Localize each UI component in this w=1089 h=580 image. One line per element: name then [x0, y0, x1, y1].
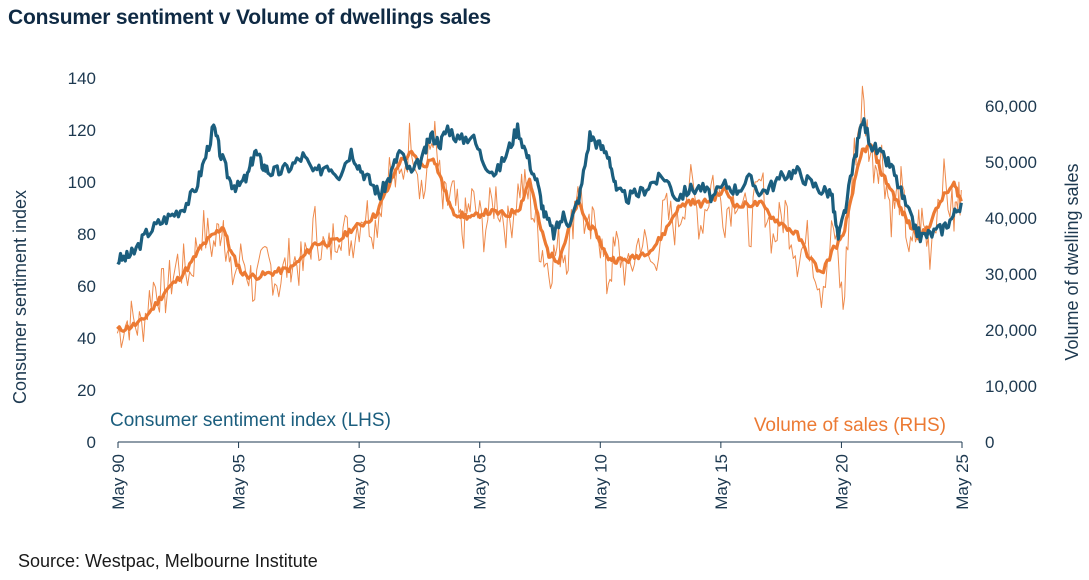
- right-tick-label: 30,000: [985, 265, 1037, 284]
- x-axis-ticks: May 90 May 95 May 00 May 05 May 10 May 15 May …: [109, 442, 972, 510]
- left-axis-title: Consumer sentiment index: [10, 190, 30, 404]
- right-tick-label: 0: [985, 433, 994, 452]
- right-axis-title: Volume of dwelling sales: [1062, 163, 1082, 360]
- legend-sales: Volume of sales (RHS): [754, 415, 946, 436]
- left-tick-label: 120: [68, 121, 96, 140]
- right-tick-label: 10,000: [985, 377, 1037, 396]
- series-layer: [116, 85, 963, 348]
- series-sales-line: [116, 142, 963, 333]
- x-tick-label: May 15: [712, 454, 731, 510]
- chart-title: Consumer sentiment v Volume of dwellings…: [8, 6, 491, 29]
- left-tick-label: 0: [87, 433, 96, 452]
- legend-sentiment: Consumer sentiment index (LHS): [110, 410, 391, 431]
- right-axis-ticks: 0 10,000 20,000 30,000 40,000 50,000 60,000: [985, 97, 1037, 452]
- left-tick-label: 140: [68, 69, 96, 88]
- left-tick-label: 60: [77, 277, 96, 296]
- x-tick-label: May 90: [109, 454, 128, 510]
- x-tick-label: May 00: [350, 454, 369, 510]
- right-tick-label: 20,000: [985, 321, 1037, 340]
- x-tick-label: May 10: [591, 454, 610, 510]
- left-axis-ticks: 0 20 40 60 80 100 120 140: [68, 69, 96, 452]
- x-tick-label: May 20: [832, 454, 851, 510]
- left-tick-label: 100: [68, 173, 96, 192]
- right-tick-label: 40,000: [985, 209, 1037, 228]
- right-tick-label: 50,000: [985, 153, 1037, 172]
- right-tick-label: 60,000: [985, 97, 1037, 116]
- x-tick-label: May 95: [230, 454, 249, 510]
- series-sentiment-line: [116, 117, 963, 265]
- left-tick-label: 80: [77, 225, 96, 244]
- left-tick-label: 40: [77, 329, 96, 348]
- x-tick-label: May 25: [953, 454, 972, 510]
- left-tick-label: 20: [77, 381, 96, 400]
- x-tick-label: May 05: [471, 454, 490, 510]
- source-note: Source: Westpac, Melbourne Institute: [18, 551, 318, 571]
